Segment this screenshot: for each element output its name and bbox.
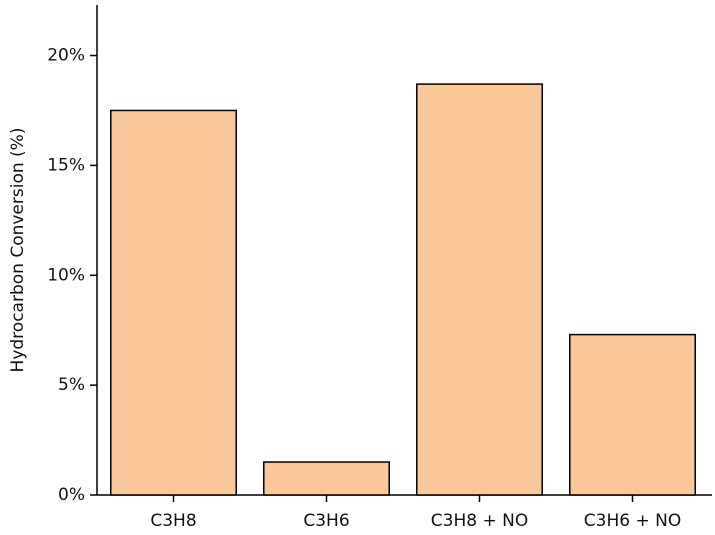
bar <box>110 109 237 496</box>
y-tick-label: 15% <box>47 155 85 175</box>
y-tick-label: 5% <box>58 375 85 395</box>
x-tick-label: C3H6 <box>303 511 349 531</box>
bar <box>569 333 696 496</box>
y-tick-label: 10% <box>47 265 85 285</box>
y-axis-label: Hydrocarbon Conversion (%) <box>8 128 28 373</box>
bar <box>416 83 543 496</box>
x-tick-label: C3H8 + NO <box>431 511 528 531</box>
x-tick-label: C3H6 + NO <box>584 511 681 531</box>
bar <box>263 461 390 496</box>
y-tick-label: 0% <box>58 485 85 505</box>
y-tick-label: 20% <box>47 46 85 66</box>
x-tick-label: C3H8 <box>150 511 196 531</box>
